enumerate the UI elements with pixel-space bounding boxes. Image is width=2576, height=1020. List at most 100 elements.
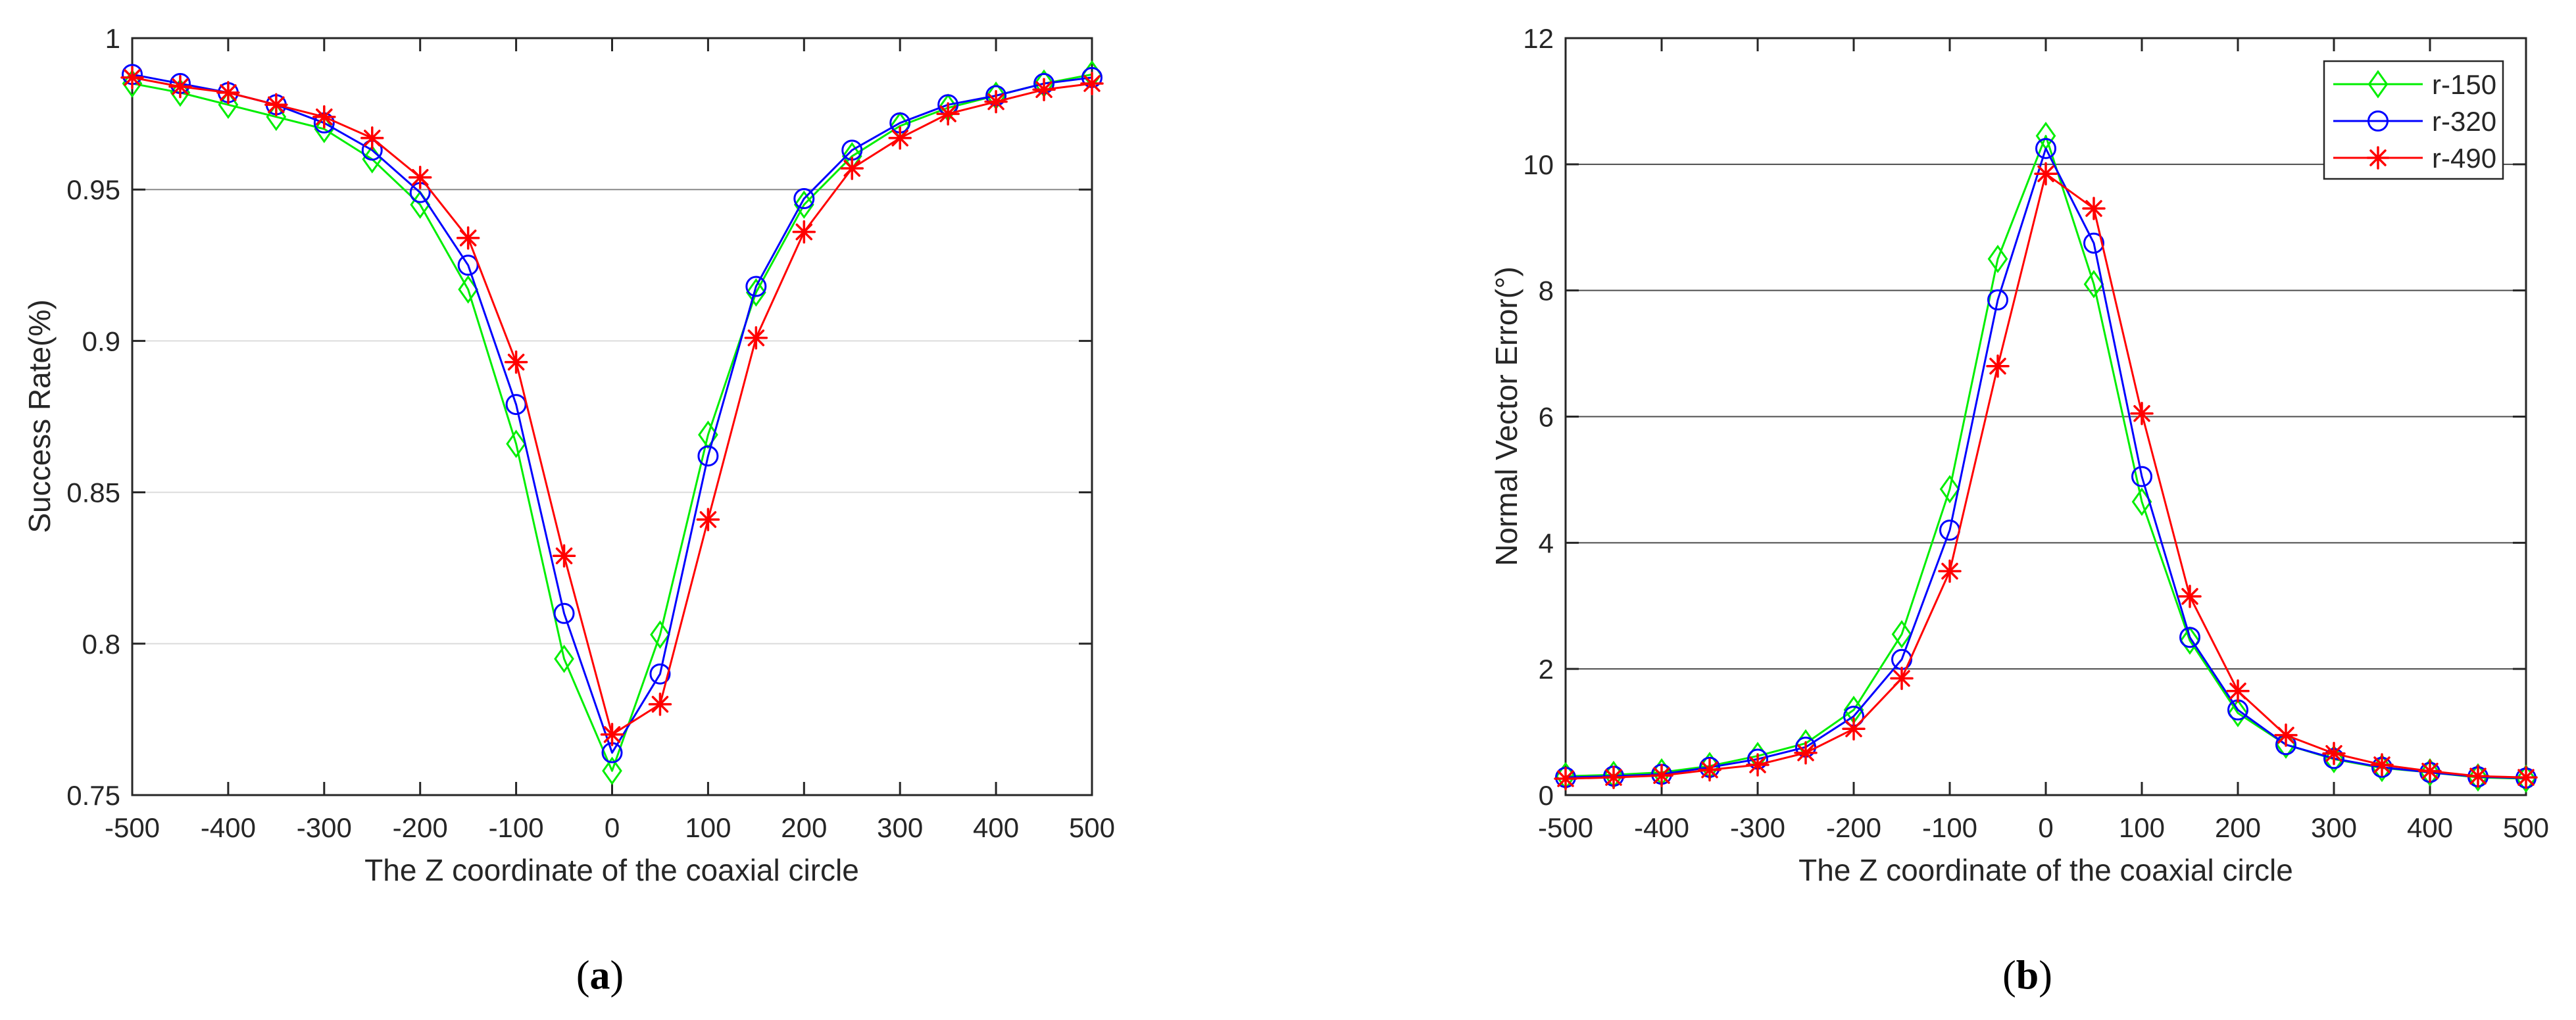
series-line-r-490 bbox=[132, 76, 1093, 736]
y-tick-label: 0 bbox=[1539, 780, 1554, 811]
diamond-marker bbox=[602, 756, 622, 785]
caption-close-paren: ) bbox=[610, 953, 624, 998]
x-tick-label: -300 bbox=[1730, 812, 1785, 843]
series-line-r-320 bbox=[132, 73, 1093, 754]
x-tick-label: 200 bbox=[781, 812, 827, 843]
asterisk-marker bbox=[1890, 666, 1914, 691]
panel-a-y-axis-label: Success Rate(%) bbox=[22, 299, 57, 533]
caption-close-paren: ) bbox=[2039, 953, 2052, 998]
series-markers-r-490 bbox=[1554, 162, 2538, 790]
series-markers-r-490 bbox=[120, 66, 1104, 746]
x-tick-label: 100 bbox=[2119, 812, 2165, 843]
x-tick-label: 400 bbox=[973, 812, 1019, 843]
asterisk-marker bbox=[2274, 723, 2298, 747]
legend: r-150 r-320 r-490 bbox=[2323, 60, 2504, 180]
legend-item-r-320: r-320 bbox=[2333, 106, 2496, 137]
y-tick-label: 0.9 bbox=[82, 326, 120, 356]
asterisk-marker bbox=[2226, 679, 2250, 703]
x-tick-label: 0 bbox=[605, 812, 620, 843]
asterisk-marker bbox=[1794, 741, 1818, 765]
diamond-marker bbox=[170, 78, 191, 107]
diamond-marker bbox=[1939, 475, 1960, 504]
x-tick-label: 300 bbox=[877, 812, 923, 843]
legend-item-r-490: r-490 bbox=[2333, 143, 2496, 174]
diamond-marker bbox=[650, 620, 670, 649]
asterisk-marker bbox=[840, 157, 864, 180]
x-tick-label: -300 bbox=[297, 812, 352, 843]
series-line-r-150 bbox=[132, 73, 1093, 772]
asterisk-marker bbox=[2082, 197, 2106, 220]
diamond-marker bbox=[2515, 764, 2537, 793]
circle-marker bbox=[793, 188, 815, 210]
y-tick-label: 0.95 bbox=[66, 174, 120, 205]
asterisk-marker bbox=[744, 326, 768, 350]
asterisk-marker bbox=[1080, 72, 1104, 95]
diamond-marker bbox=[2227, 698, 2248, 727]
diamond-marker bbox=[1987, 245, 2008, 274]
y-tick-label: 6 bbox=[1539, 402, 1554, 433]
asterisk-marker bbox=[2466, 764, 2490, 788]
panel-b-caption: ()b) bbox=[2002, 953, 2052, 1000]
asterisk-marker bbox=[1650, 764, 1673, 788]
y-tick-label: 8 bbox=[1539, 276, 1554, 306]
asterisk-marker bbox=[1842, 717, 1866, 741]
asterisk-marker bbox=[792, 220, 816, 244]
legend-label: r-150 bbox=[2432, 69, 2496, 100]
legend-label: r-320 bbox=[2432, 106, 2496, 137]
circle-marker bbox=[2367, 110, 2389, 132]
diamond-marker bbox=[2367, 70, 2389, 99]
asterisk-marker bbox=[2418, 759, 2442, 783]
y-tick-label: 4 bbox=[1539, 527, 1554, 558]
legend-label: r-490 bbox=[2432, 143, 2496, 174]
asterisk-marker bbox=[2130, 401, 2154, 425]
series-markers-r-320 bbox=[122, 64, 1102, 764]
diamond-marker bbox=[554, 644, 574, 673]
asterisk-marker bbox=[312, 105, 336, 129]
caption-open-paren: ( bbox=[2002, 953, 2016, 998]
asterisk-marker bbox=[2034, 162, 2058, 185]
x-tick-label: 300 bbox=[2311, 812, 2357, 843]
asterisk-marker bbox=[1602, 765, 1625, 789]
y-tick-label: 12 bbox=[1523, 23, 1554, 54]
diamond-marker bbox=[2419, 758, 2440, 787]
y-tick-label: 10 bbox=[1523, 149, 1554, 180]
x-tick-label: -100 bbox=[1922, 812, 1977, 843]
asterisk-marker bbox=[2366, 146, 2390, 170]
asterisk-marker bbox=[504, 350, 528, 374]
asterisk-marker bbox=[1698, 758, 1721, 782]
panel-b-y-axis-label: Normal Vector Error(°) bbox=[1489, 266, 1523, 566]
caption-letter: b bbox=[2016, 953, 2039, 998]
asterisk-marker bbox=[1032, 78, 1056, 102]
x-tick-label: 500 bbox=[2503, 812, 2549, 843]
x-tick-label: 200 bbox=[2215, 812, 2261, 843]
plot-box bbox=[131, 37, 1093, 796]
asterisk-marker bbox=[1938, 559, 1962, 583]
asterisk-marker bbox=[936, 102, 960, 126]
x-tick-label: -500 bbox=[1538, 812, 1593, 843]
asterisk-marker bbox=[2322, 741, 2346, 765]
circle-marker bbox=[697, 445, 719, 467]
circle-marker bbox=[2083, 232, 2104, 254]
diamond-marker bbox=[2467, 763, 2489, 792]
circle-marker bbox=[2131, 466, 2152, 487]
panel-a-x-axis-label: The Z coordinate of the coaxial circle bbox=[364, 853, 859, 887]
circle-marker bbox=[1987, 289, 2008, 311]
asterisk-marker bbox=[264, 93, 288, 117]
asterisk-marker bbox=[168, 74, 192, 99]
asterisk-marker bbox=[984, 89, 1008, 114]
y-tick-label: 2 bbox=[1539, 654, 1554, 685]
panel-b: -500 -400 -300 -200 -100 0 100 200 300 400 500 0 2 4 6… bbox=[1523, 23, 2549, 843]
circle-marker bbox=[745, 276, 767, 297]
diamond-marker bbox=[2179, 626, 2200, 655]
asterisk-marker bbox=[456, 226, 480, 250]
diamond-marker bbox=[314, 114, 335, 143]
legend-item-r-150: r-150 bbox=[2333, 69, 2496, 100]
circle-marker bbox=[2035, 137, 2056, 159]
diamond-marker bbox=[746, 278, 766, 307]
asterisk-marker bbox=[408, 166, 432, 189]
series-markers-r-150 bbox=[122, 60, 1102, 785]
x-tick-label: -100 bbox=[489, 812, 544, 843]
asterisk-marker bbox=[888, 126, 912, 150]
circle-marker bbox=[553, 602, 575, 624]
asterisk-marker bbox=[1986, 354, 2010, 378]
